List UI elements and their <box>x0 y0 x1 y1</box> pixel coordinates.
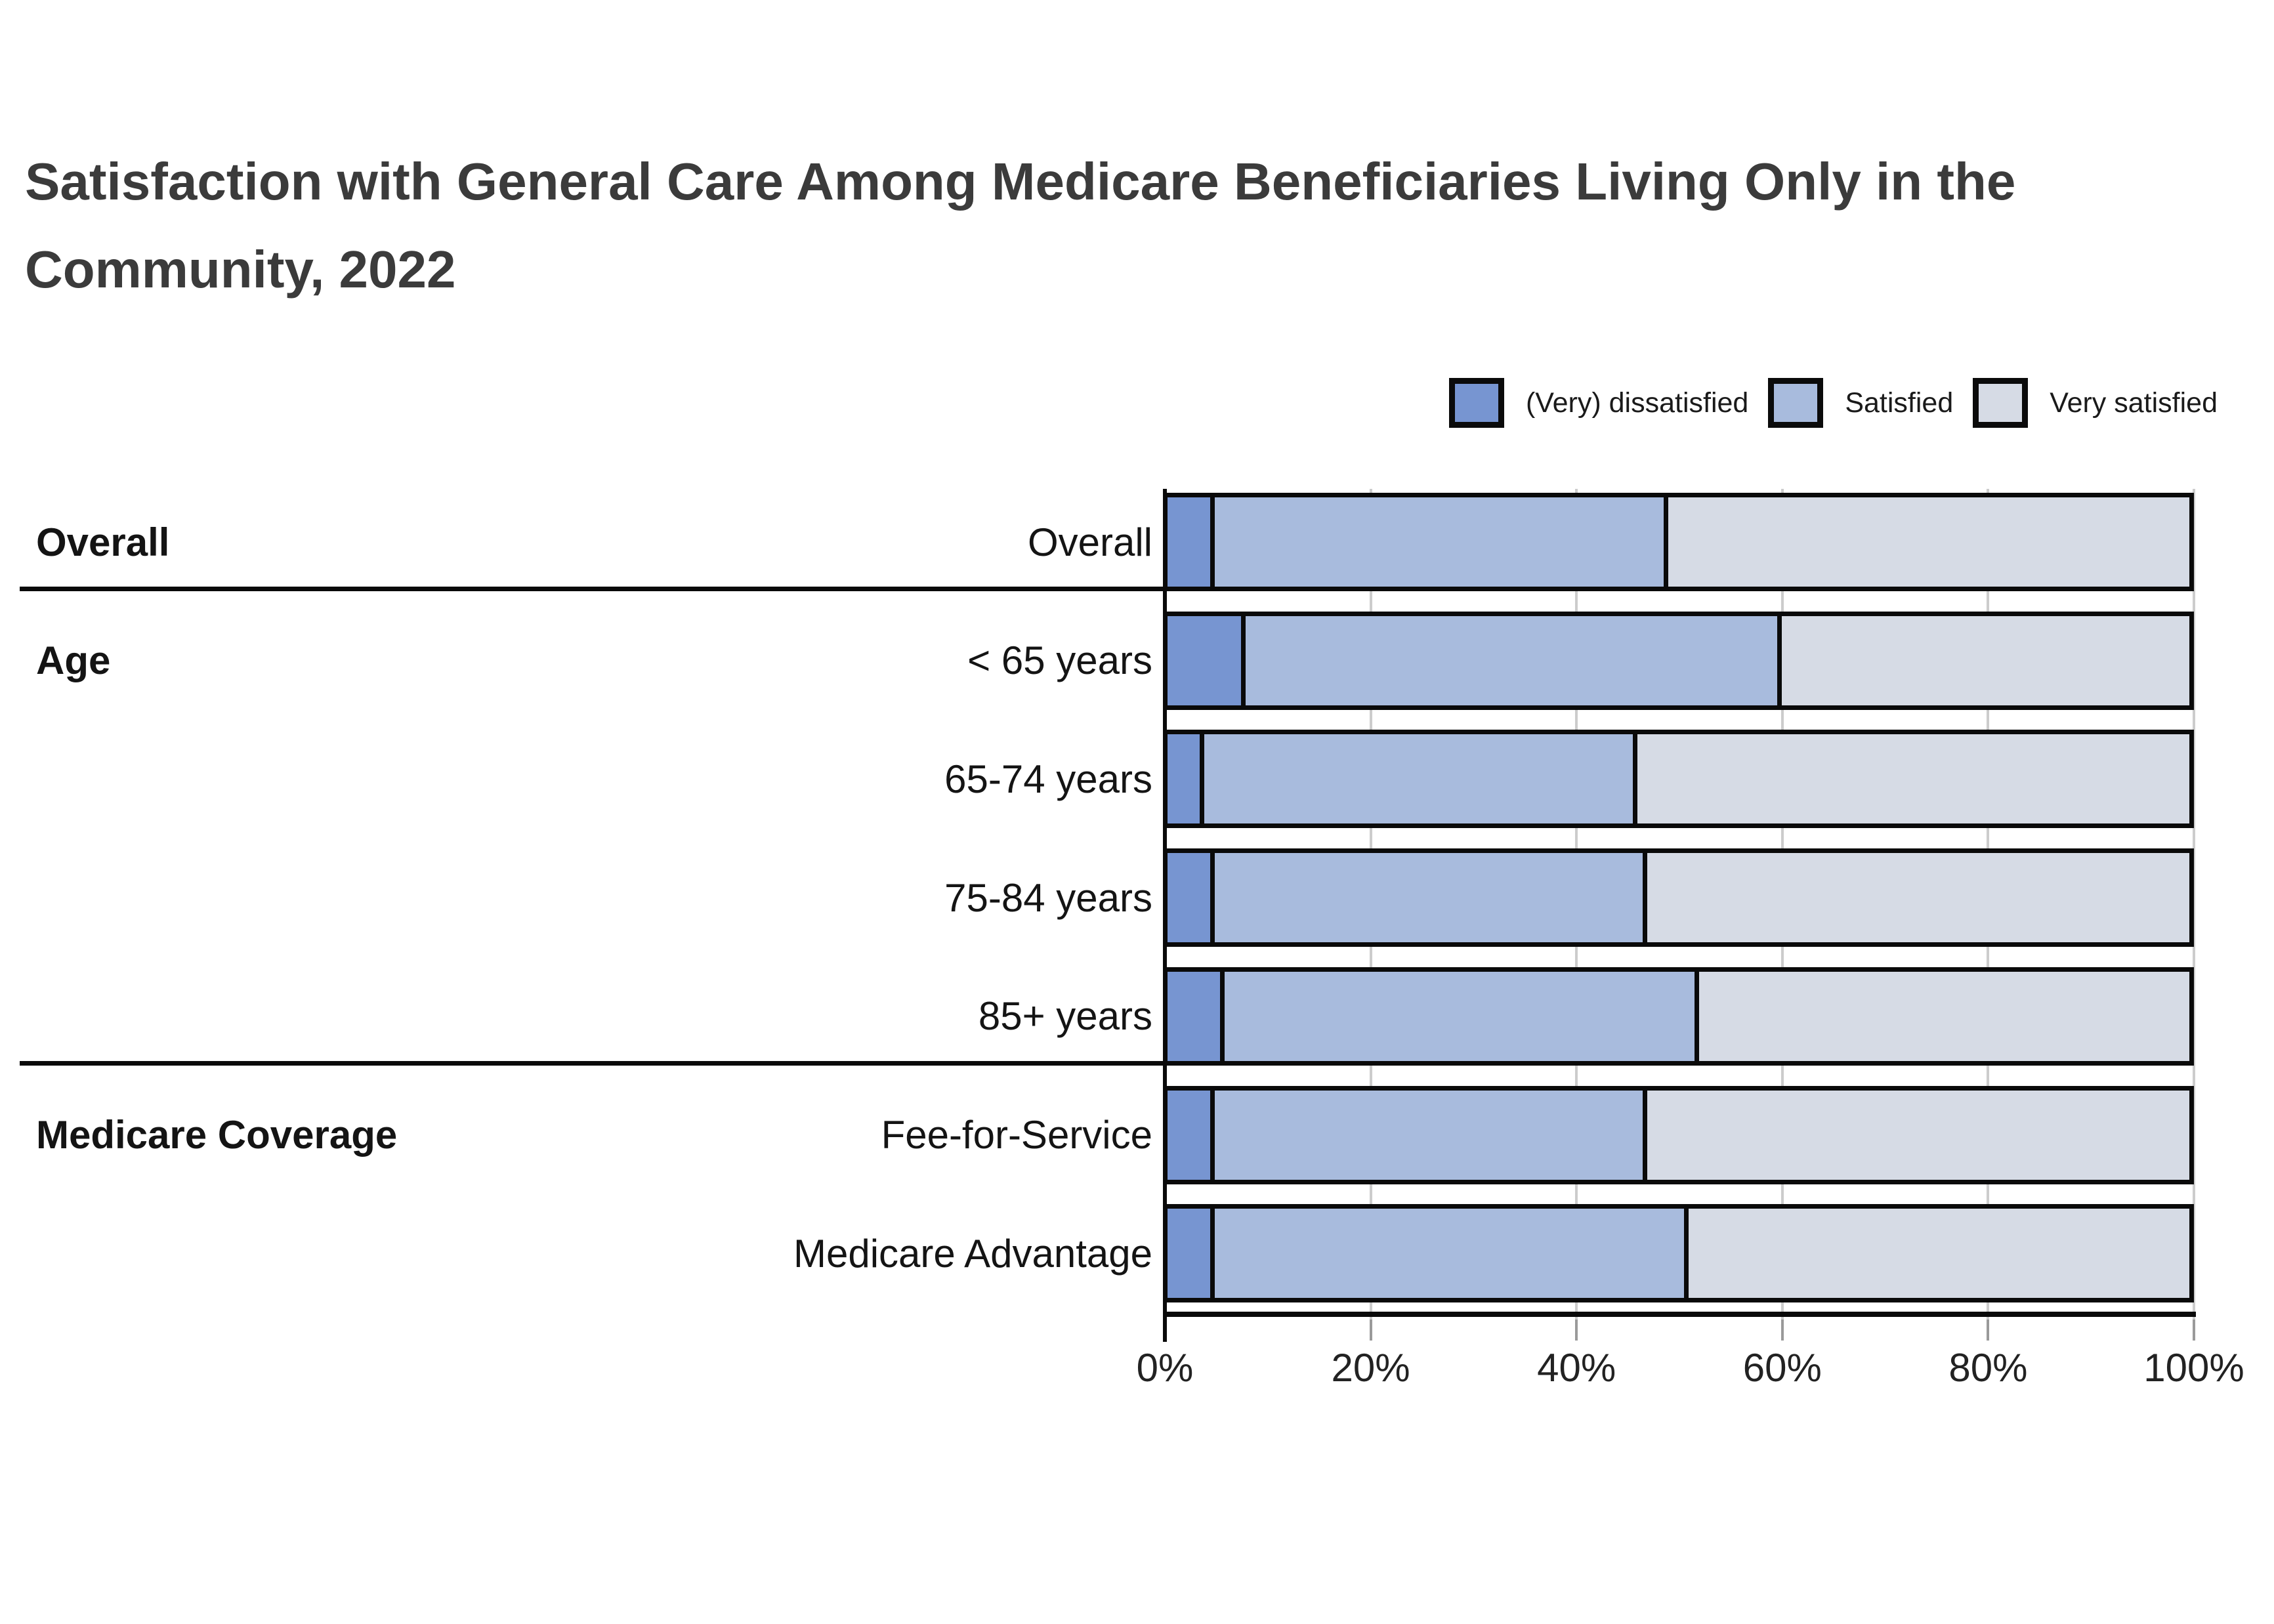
bar-row <box>1163 967 2194 1066</box>
legend-label: Very satisfied <box>2050 386 2218 419</box>
bar-segment <box>1637 730 2194 829</box>
row-label: Overall <box>1027 520 1152 564</box>
row-label: Medicare Advantage <box>793 1231 1152 1276</box>
group-separator <box>20 587 1167 591</box>
x-tick-label: 80% <box>1948 1346 2028 1390</box>
legend-item: Very satisfied <box>1973 378 2218 428</box>
gridline-100 <box>2193 489 2195 1320</box>
bar-row <box>1163 493 2194 591</box>
bar-segment <box>1163 611 1246 710</box>
page-title-line1: Satisfaction with General Care Among Med… <box>25 152 2016 211</box>
bar-segment <box>1163 1085 1215 1184</box>
row-label: 85+ years <box>978 994 1152 1039</box>
bar-segment <box>1668 493 2194 591</box>
bar-segment <box>1647 848 2194 947</box>
legend-swatch-icon <box>1973 378 2029 428</box>
row-label: < 65 years <box>967 638 1152 683</box>
bar-segment <box>1214 493 1668 591</box>
bar-segment <box>1781 611 2194 710</box>
page-title: Satisfaction with General Care Among Med… <box>25 138 2256 314</box>
legend-label: Satisfied <box>1845 386 1954 419</box>
legend: (Very) dissatisfied Satisfied Very satisfi… <box>1448 373 2218 433</box>
tick-40 <box>1575 1320 1578 1341</box>
x-axis-line <box>1163 1312 2196 1317</box>
page-title-line2: Community, 2022 <box>25 240 456 299</box>
x-tick-label: 60% <box>1742 1346 1822 1390</box>
tick-60 <box>1780 1320 1784 1341</box>
group-label: Age <box>36 638 111 683</box>
bar-segment <box>1163 730 1204 829</box>
x-tick-label: 0% <box>1136 1346 1194 1390</box>
bar-segment <box>1225 967 1699 1066</box>
tick-80 <box>1987 1320 1990 1341</box>
bar-row <box>1163 611 2194 710</box>
bar-segment <box>1245 611 1782 710</box>
tick-100 <box>2193 1320 2195 1341</box>
bar-segment <box>1214 1204 1689 1303</box>
bar-row <box>1163 1085 2194 1184</box>
group-label: Medicare Coverage <box>36 1113 398 1157</box>
group-label: Overall <box>36 520 170 564</box>
bar-segment <box>1163 493 1215 591</box>
legend-item: (Very) dissatisfied <box>1448 378 1749 428</box>
bar-segment <box>1163 848 1215 947</box>
bar-segment <box>1214 1085 1648 1184</box>
bar-segment <box>1163 967 1225 1066</box>
x-tick-label: 40% <box>1537 1346 1616 1390</box>
group-separator <box>20 1060 1167 1066</box>
bar-segment <box>1204 730 1637 829</box>
legend-label: (Very) dissatisfied <box>1525 386 1749 419</box>
bar-row <box>1163 848 2194 947</box>
bar-segment <box>1163 1204 1215 1303</box>
x-tick-label: 100% <box>2143 1346 2244 1390</box>
bar-segment <box>1214 848 1648 947</box>
bar-segment <box>1698 967 2194 1066</box>
row-label: 75-84 years <box>944 875 1152 920</box>
tick-20 <box>1369 1320 1372 1341</box>
bar-row <box>1163 730 2194 829</box>
bar-segment <box>1689 1204 2194 1303</box>
legend-item: Satisfied <box>1768 378 1953 428</box>
bar-row <box>1163 1204 2194 1303</box>
row-label: Fee-for-Service <box>881 1113 1152 1157</box>
legend-swatch-icon <box>1448 378 1504 428</box>
legend-swatch-icon <box>1768 378 1824 428</box>
x-tick-label: 20% <box>1331 1346 1410 1390</box>
bar-segment <box>1647 1085 2194 1184</box>
row-label: 65-74 years <box>944 757 1152 801</box>
